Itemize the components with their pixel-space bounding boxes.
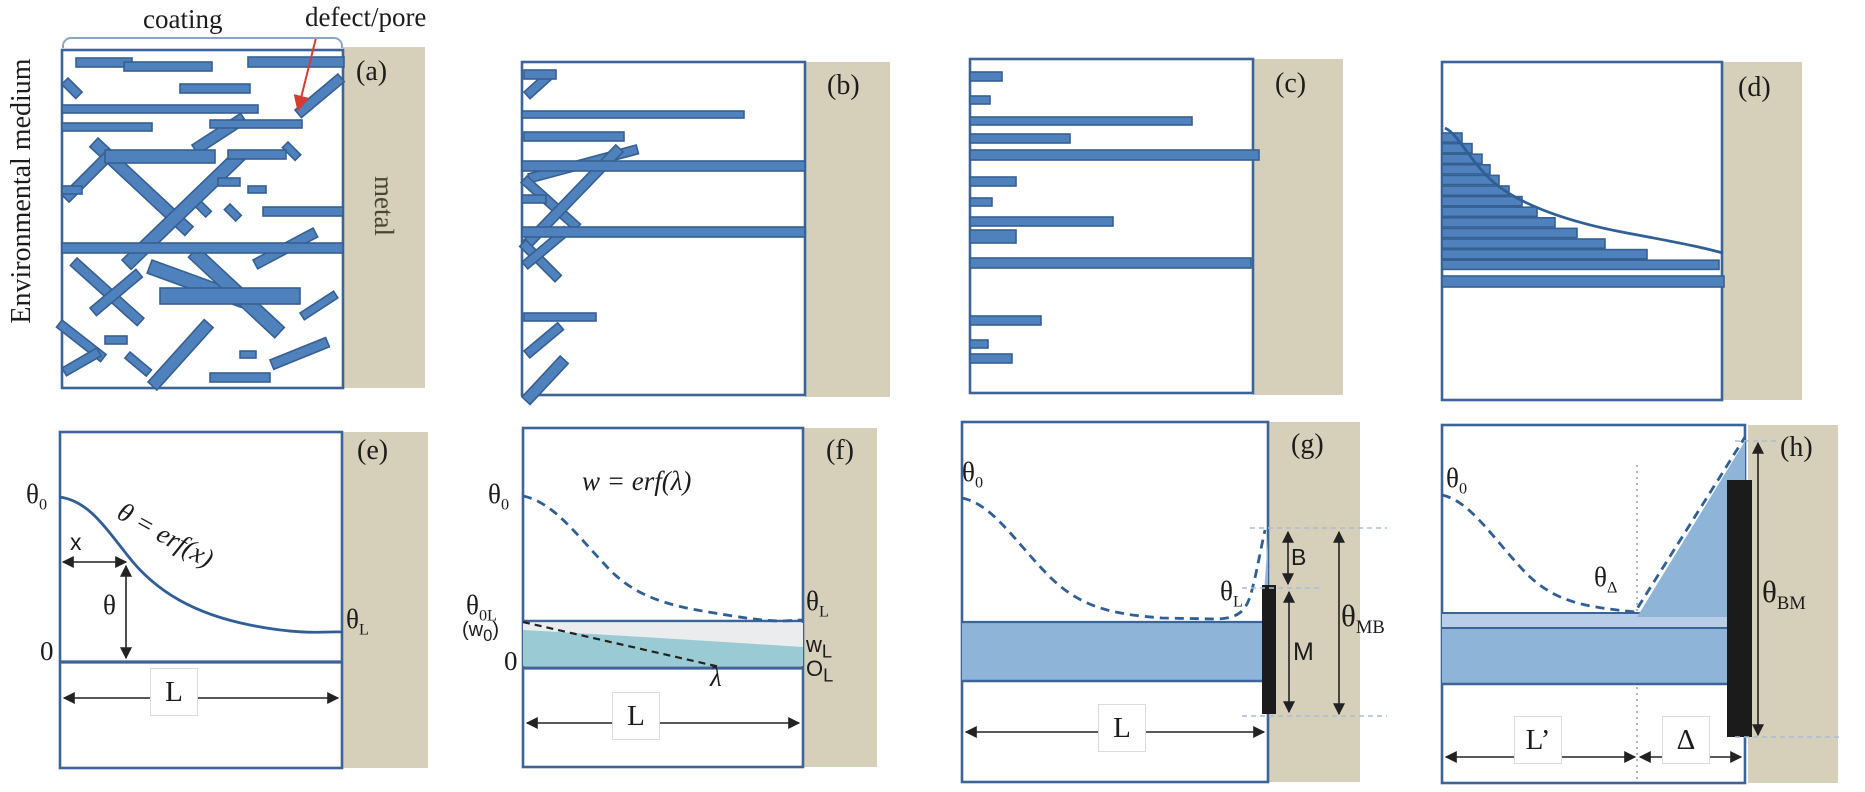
panel-letter-g: (g): [1291, 429, 1324, 460]
theta0-label: θ0: [1446, 463, 1468, 498]
theta-label: θ: [103, 590, 116, 620]
linear-water-profile: [522, 620, 721, 669]
water-band: [1442, 628, 1727, 684]
thetaMB-label: θMB: [1341, 598, 1385, 639]
theta0-label: θ0: [26, 479, 48, 514]
zero-label: 0: [40, 636, 54, 666]
panel-d: [1440, 60, 1725, 402]
panel-f: [521, 426, 805, 769]
theta0-label: θ0: [488, 479, 510, 514]
B-label: B: [1291, 544, 1307, 570]
panel-letter-a: (a): [356, 56, 388, 87]
panel-letter-e: (e): [357, 435, 389, 466]
accumulation-triangle: [1637, 441, 1745, 617]
panel-letter-c: (c): [1275, 68, 1307, 99]
environmental-medium-label: Environmental medium: [6, 58, 37, 324]
panel-letter-d: (d): [1738, 72, 1771, 103]
blocking-layer-bar: [1262, 585, 1276, 714]
wL-label: wL: [806, 632, 833, 662]
panel-e: [58, 430, 344, 770]
thetaL-label: θL: [346, 604, 369, 639]
defect-pore-label: defect/pore: [298, 4, 434, 31]
erf-lambda-curve: [522, 494, 804, 623]
pore-depth-envelope-curve: [1444, 126, 1724, 255]
theta-profile-curve: [961, 496, 1267, 621]
pore-distribution-bars: [1441, 132, 1725, 288]
thetaL-label: θL: [806, 586, 829, 621]
thetaBM-label: θBM: [1762, 574, 1806, 615]
panel-letter-b: (b): [827, 70, 860, 101]
panel-b: [518, 60, 807, 406]
water-band: [962, 622, 1263, 681]
w0-label: (w0): [462, 619, 500, 645]
theta-profile-curve: [1441, 436, 1747, 614]
metal-label: metal: [369, 176, 399, 236]
coating-bracket: [62, 37, 343, 48]
panel-letter-f: (f): [826, 435, 854, 466]
coating-defect-bars: [55, 56, 346, 392]
L-label-box: L: [1098, 704, 1146, 752]
gray-water-strip: [523, 623, 803, 647]
erf-profile-curve: [59, 495, 343, 634]
L-label-box: L: [150, 668, 198, 716]
zero-label: 0: [504, 646, 518, 676]
M-label: M: [1293, 638, 1314, 666]
theta0-label: θ0: [962, 457, 984, 492]
blocking-layer-bar: [1727, 480, 1752, 737]
theta0L-label: θ0L: [466, 590, 497, 625]
partially-aligned-bars: [518, 69, 806, 406]
coating-label: coating: [136, 6, 230, 33]
lambda-label: λ: [710, 662, 722, 692]
L-label-box: L: [612, 692, 660, 740]
panel-letter-h: (h): [1780, 432, 1813, 463]
L-prime-label-box: L’: [1514, 716, 1562, 764]
x-label: x: [70, 529, 82, 555]
panel-c: [968, 57, 1260, 395]
theta-delta-label: θΔ: [1594, 562, 1618, 597]
horizontal-pore-bars: [969, 71, 1260, 364]
OL-label: OL: [806, 656, 834, 686]
delta-label-box: Δ: [1662, 716, 1710, 764]
thetaL-label: θL: [1220, 576, 1243, 611]
erf-lambda-equation: w = erf(λ): [582, 466, 692, 496]
defect-pointer-arrow: [293, 37, 317, 112]
